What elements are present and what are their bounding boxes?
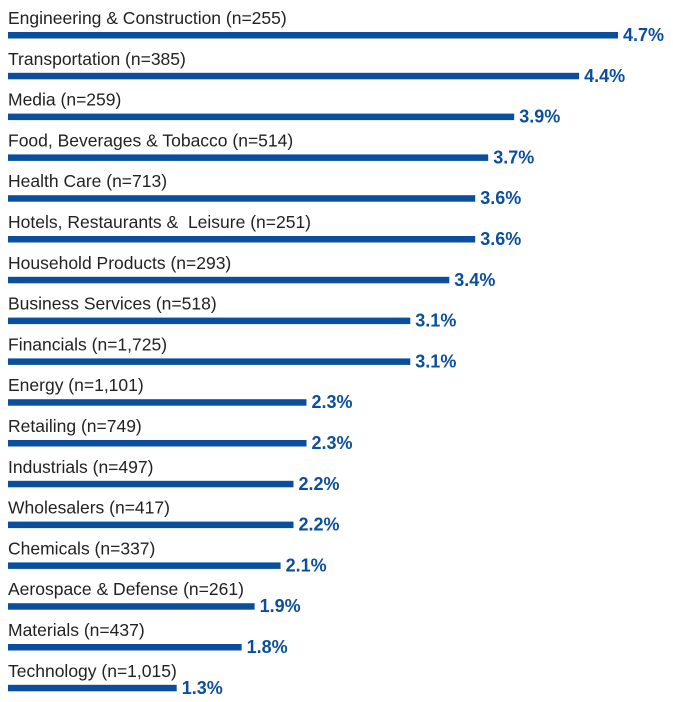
category-label: Financials (n=1,725) — [8, 334, 167, 354]
bar — [8, 154, 489, 161]
bar-row: Technology (n=1,015)1.3% — [8, 661, 223, 698]
category-label: Aerospace & Defense (n=261) — [8, 579, 244, 599]
value-label: 3.1% — [415, 311, 456, 331]
bar — [8, 644, 242, 651]
category-label: Technology (n=1,015) — [8, 661, 177, 681]
bar-row: Food, Beverages & Tobacco (n=514) 3.7% — [8, 130, 534, 167]
value-label: 2.2% — [299, 515, 340, 535]
bar-row: Aerospace & Defense (n=261) 1.9% — [8, 579, 301, 616]
bar-row: Materials (n=437) 1.8% — [8, 620, 288, 657]
category-label: Retailing (n=749) — [8, 416, 142, 436]
value-label: 3.1% — [415, 351, 456, 371]
bar — [8, 113, 515, 121]
value-label: 1.3% — [182, 678, 223, 698]
bar-row: Media (n=259) 3.9% — [8, 90, 560, 127]
category-label: Wholesalers (n=417) — [8, 498, 170, 518]
bar-row: Energy (n=1,101) 2.3% — [8, 375, 353, 412]
bar — [8, 236, 476, 243]
value-label: 3.4% — [454, 270, 495, 290]
bar — [8, 440, 307, 447]
value-label: 2.1% — [286, 555, 327, 575]
bar-row: Transportation (n=385) 4.4% — [8, 49, 625, 86]
value-label: 3.6% — [480, 229, 521, 249]
bar-row: Wholesalers (n=417) 2.2% — [8, 498, 340, 535]
category-label: Transportation (n=385) — [8, 49, 186, 69]
category-label: Materials (n=437) — [8, 620, 145, 640]
bar — [8, 32, 618, 39]
bar — [8, 358, 411, 365]
bar — [8, 603, 255, 610]
category-label: Chemicals (n=337) — [8, 538, 155, 558]
value-label: 2.3% — [312, 392, 353, 412]
category-label: Household Products (n=293) — [8, 253, 231, 273]
value-label: 1.9% — [260, 596, 301, 616]
category-label: Engineering & Construction (n=255) — [8, 8, 287, 28]
bar — [8, 317, 411, 325]
value-label: 4.4% — [584, 66, 625, 86]
bar-row: Household Products (n=293) 3.4% — [8, 253, 495, 290]
bar-row: Engineering & Construction (n=255) 4.7% — [8, 8, 664, 45]
bar — [8, 480, 294, 488]
category-label: Business Services (n=518) — [8, 294, 217, 314]
bar-row: Hotels, Restaurants & Leisure (n=251) 3.6… — [8, 212, 521, 249]
bar-row: Health Care (n=713) 3.6% — [8, 171, 521, 208]
bar — [8, 72, 580, 80]
bar — [8, 195, 476, 202]
bar-row: Financials (n=1,725) 3.1% — [8, 334, 456, 371]
bar — [8, 276, 450, 284]
bar — [8, 684, 177, 692]
bar — [8, 521, 294, 529]
category-label: Energy (n=1,101) — [8, 375, 144, 395]
bar-row: Business Services (n=518) 3.1% — [8, 294, 456, 331]
value-label: 2.2% — [299, 474, 340, 494]
value-label: 3.6% — [480, 188, 521, 208]
bar-row: Chemicals (n=337) 2.1% — [8, 538, 327, 575]
bar — [8, 562, 281, 569]
category-label: Hotels, Restaurants & Leisure (n=251) — [8, 212, 311, 232]
value-label: 2.3% — [312, 433, 353, 453]
chart-rows: Engineering & Construction (n=255) 4.7% Tr… — [8, 8, 664, 698]
category-label: Health Care (n=713) — [8, 171, 167, 191]
value-label: 1.8% — [247, 637, 288, 657]
category-label: Media (n=259) — [8, 90, 121, 110]
value-label: 3.7% — [493, 147, 534, 167]
bar-row: Industrials (n=497) 2.2% — [8, 457, 340, 494]
bar-row: Retailing (n=749) 2.3% — [8, 416, 353, 453]
value-label: 4.7% — [623, 25, 664, 45]
value-label: 3.9% — [519, 107, 560, 127]
bar — [8, 399, 307, 406]
category-label: Industrials (n=497) — [8, 457, 153, 477]
category-label: Food, Beverages & Tobacco (n=514) — [8, 130, 293, 150]
